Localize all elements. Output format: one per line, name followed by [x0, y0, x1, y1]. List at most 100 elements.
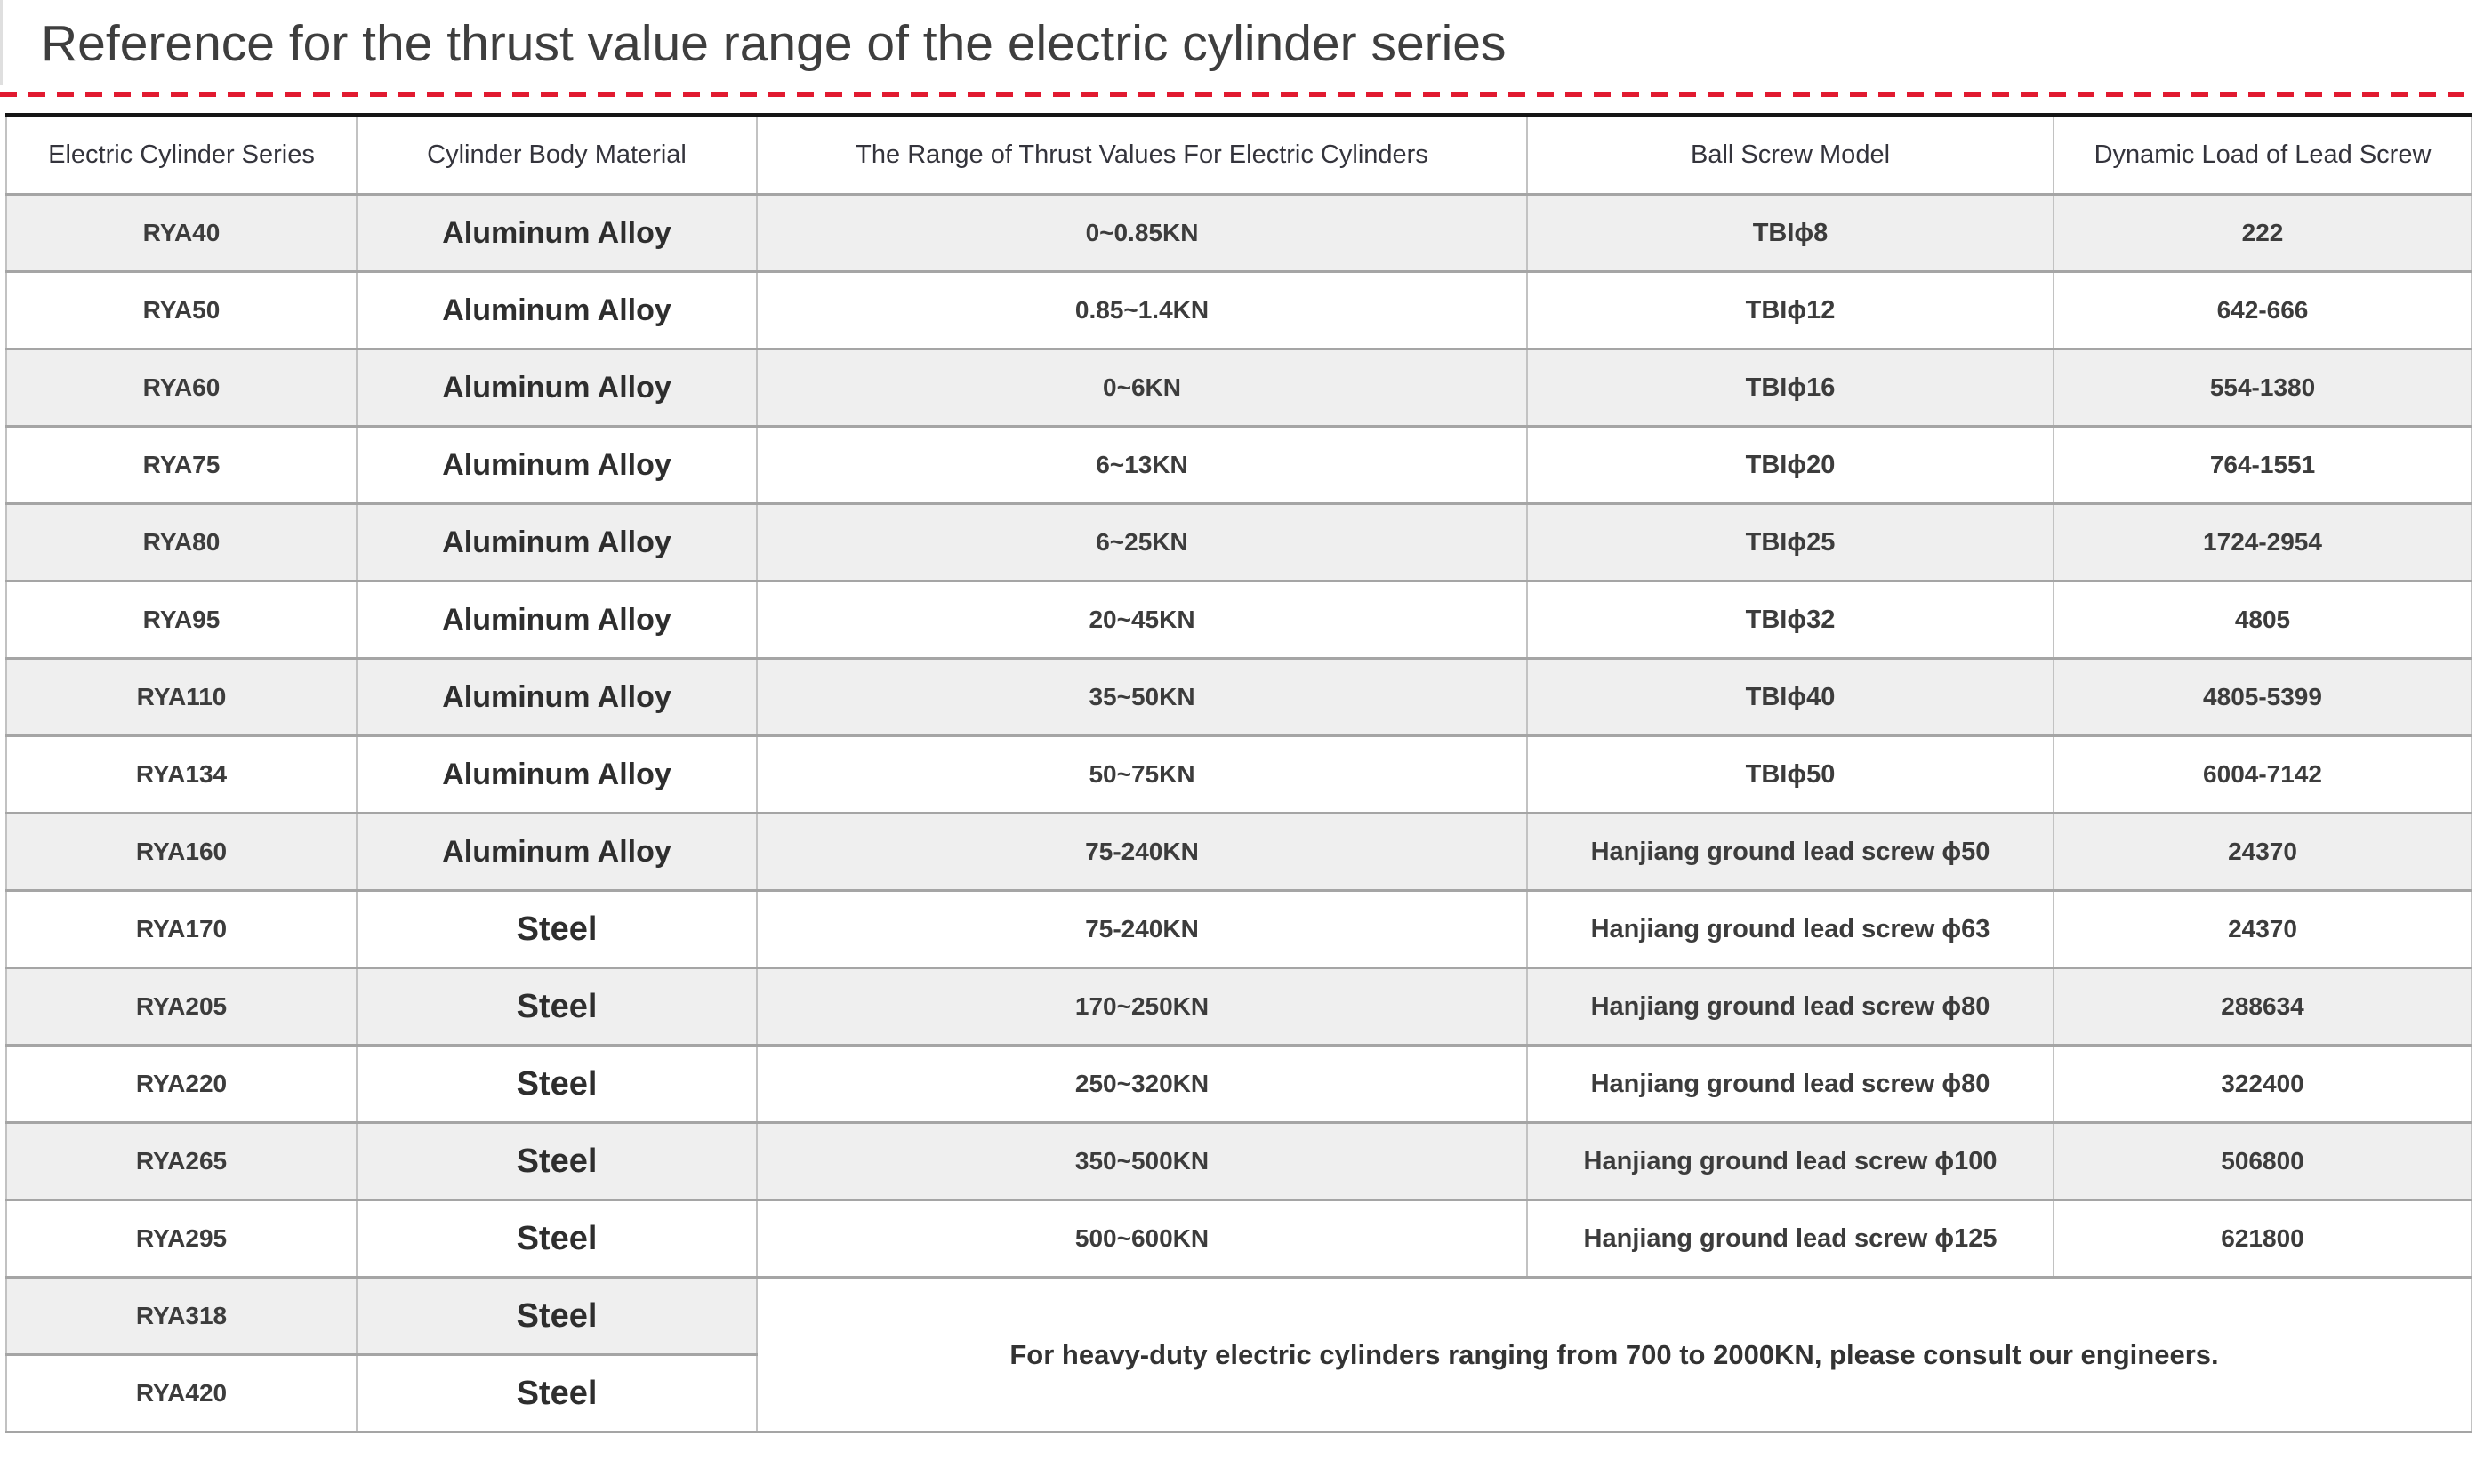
cell-thrust-range: 75-240KN — [756, 889, 1528, 969]
cell-ball-screw-model: Hanjiang ground lead screw ϕ125 — [1526, 1199, 2054, 1279]
cell-series: RYA95 — [5, 580, 358, 660]
table-row: RYA50 Aluminum Alloy 0.85~1.4KN TBIϕ12 6… — [5, 270, 2472, 350]
table-row: RYA134 Aluminum Alloy 50~75KN TBIϕ50 600… — [5, 734, 2472, 814]
cell-series: RYA318 — [5, 1276, 358, 1356]
cell-dynamic-load: 24370 — [2053, 812, 2472, 892]
table-row: RYA220 Steel 250~320KN Hanjiang ground l… — [5, 1044, 2472, 1124]
table-row: RYA205 Steel 170~250KN Hanjiang ground l… — [5, 967, 2472, 1047]
page-title: Reference for the thrust value range of … — [41, 15, 1507, 72]
dashed-divider — [0, 92, 2476, 97]
cell-dynamic-load: 642-666 — [2053, 270, 2472, 350]
col-header-dynamic-load: Dynamic Load of Lead Screw — [2053, 114, 2472, 196]
cell-thrust-range: 6~25KN — [756, 502, 1528, 582]
table-row: RYA420 Steel — [5, 1353, 2472, 1433]
col-header-thrust-range: The Range of Thrust Values For Electric … — [756, 114, 1528, 196]
cell-dynamic-load: 6004-7142 — [2053, 734, 2472, 814]
cell-material: Aluminum Alloy — [356, 580, 758, 660]
header-row: Electric Cylinder Series Cylinder Body M… — [5, 114, 2472, 196]
table-row: RYA75 Aluminum Alloy 6~13KN TBIϕ20 764-1… — [5, 425, 2472, 505]
cell-dynamic-load: 506800 — [2053, 1121, 2472, 1201]
cell-material: Steel — [356, 1276, 758, 1356]
cell-material: Steel — [356, 889, 758, 969]
cell-material: Aluminum Alloy — [356, 502, 758, 582]
cell-series: RYA295 — [5, 1199, 358, 1279]
cell-series: RYA75 — [5, 425, 358, 505]
cell-material: Steel — [356, 1199, 758, 1279]
cell-series: RYA80 — [5, 502, 358, 582]
cell-material: Aluminum Alloy — [356, 812, 758, 892]
cell-thrust-range: 500~600KN — [756, 1199, 1528, 1279]
cell-ball-screw-model: TBIϕ50 — [1526, 734, 2054, 814]
heavy-duty-note: For heavy-duty electric cylinders rangin… — [756, 1276, 2472, 1433]
cell-thrust-range: 0~0.85KN — [756, 193, 1528, 273]
table-row: RYA60 Aluminum Alloy 0~6KN TBIϕ16 554-13… — [5, 348, 2472, 428]
thrust-reference-table: Electric Cylinder Series Cylinder Body M… — [5, 113, 2472, 1433]
cell-material: Steel — [356, 1121, 758, 1201]
table-row: RYA40 Aluminum Alloy 0~0.85KN TBIϕ8 222 — [5, 193, 2472, 273]
cell-material: Aluminum Alloy — [356, 193, 758, 273]
cell-dynamic-load: 764-1551 — [2053, 425, 2472, 505]
cell-ball-screw-model: TBIϕ40 — [1526, 657, 2054, 737]
cell-dynamic-load: 621800 — [2053, 1199, 2472, 1279]
cell-dynamic-load: 322400 — [2053, 1044, 2472, 1124]
cell-thrust-range: 0.85~1.4KN — [756, 270, 1528, 350]
cell-ball-screw-model: TBIϕ32 — [1526, 580, 2054, 660]
cell-series: RYA40 — [5, 193, 358, 273]
left-edge-artifact — [0, 0, 3, 85]
cell-thrust-range: 250~320KN — [756, 1044, 1528, 1124]
cell-dynamic-load: 1724-2954 — [2053, 502, 2472, 582]
cell-series: RYA205 — [5, 967, 358, 1047]
cell-series: RYA110 — [5, 657, 358, 737]
cell-material: Aluminum Alloy — [356, 348, 758, 428]
table-row: RYA110 Aluminum Alloy 35~50KN TBIϕ40 480… — [5, 657, 2472, 737]
table-row: RYA265 Steel 350~500KN Hanjiang ground l… — [5, 1121, 2472, 1201]
table-row: RYA80 Aluminum Alloy 6~25KN TBIϕ25 1724-… — [5, 502, 2472, 582]
cell-thrust-range: 75-240KN — [756, 812, 1528, 892]
cell-material: Aluminum Alloy — [356, 657, 758, 737]
cell-series: RYA265 — [5, 1121, 358, 1201]
col-header-series: Electric Cylinder Series — [5, 114, 358, 196]
cell-series: RYA420 — [5, 1353, 358, 1433]
cell-ball-screw-model: TBIϕ12 — [1526, 270, 2054, 350]
cell-material: Steel — [356, 1044, 758, 1124]
cell-thrust-range: 6~13KN — [756, 425, 1528, 505]
cell-material: Aluminum Alloy — [356, 270, 758, 350]
cell-thrust-range: 20~45KN — [756, 580, 1528, 660]
cell-material: Aluminum Alloy — [356, 425, 758, 505]
table-body: RYA40 Aluminum Alloy 0~0.85KN TBIϕ8 222 … — [5, 193, 2472, 1433]
col-header-material: Cylinder Body Material — [356, 114, 758, 196]
cell-series: RYA160 — [5, 812, 358, 892]
cell-ball-screw-model: Hanjiang ground lead screw ϕ80 — [1526, 1044, 2054, 1124]
cell-ball-screw-model: Hanjiang ground lead screw ϕ80 — [1526, 967, 2054, 1047]
col-header-screw-model: Ball Screw Model — [1526, 114, 2054, 196]
cell-series: RYA170 — [5, 889, 358, 969]
cell-dynamic-load: 222 — [2053, 193, 2472, 273]
cell-series: RYA220 — [5, 1044, 358, 1124]
cell-ball-screw-model: TBIϕ20 — [1526, 425, 2054, 505]
cell-dynamic-load: 554-1380 — [2053, 348, 2472, 428]
cell-ball-screw-model: TBIϕ25 — [1526, 502, 2054, 582]
cell-ball-screw-model: Hanjiang ground lead screw ϕ100 — [1526, 1121, 2054, 1201]
cell-dynamic-load: 288634 — [2053, 967, 2472, 1047]
table-row: RYA160 Aluminum Alloy 75-240KN Hanjiang … — [5, 812, 2472, 892]
cell-ball-screw-model: TBIϕ16 — [1526, 348, 2054, 428]
cell-series: RYA134 — [5, 734, 358, 814]
cell-dynamic-load: 4805-5399 — [2053, 657, 2472, 737]
cell-series: RYA60 — [5, 348, 358, 428]
cell-material: Steel — [356, 967, 758, 1047]
table-header: Electric Cylinder Series Cylinder Body M… — [5, 114, 2472, 196]
cell-ball-screw-model: TBIϕ8 — [1526, 193, 2054, 273]
cell-thrust-range: 170~250KN — [756, 967, 1528, 1047]
cell-dynamic-load: 4805 — [2053, 580, 2472, 660]
table-row: RYA170 Steel 75-240KN Hanjiang ground le… — [5, 889, 2472, 969]
cell-material: Aluminum Alloy — [356, 734, 758, 814]
cell-ball-screw-model: Hanjiang ground lead screw ϕ63 — [1526, 889, 2054, 969]
table-row: RYA295 Steel 500~600KN Hanjiang ground l… — [5, 1199, 2472, 1279]
cell-thrust-range: 350~500KN — [756, 1121, 1528, 1201]
cell-material: Steel — [356, 1353, 758, 1433]
cell-ball-screw-model: Hanjiang ground lead screw ϕ50 — [1526, 812, 2054, 892]
cell-thrust-range: 50~75KN — [756, 734, 1528, 814]
cell-series: RYA50 — [5, 270, 358, 350]
table-row: RYA95 Aluminum Alloy 20~45KN TBIϕ32 4805 — [5, 580, 2472, 660]
